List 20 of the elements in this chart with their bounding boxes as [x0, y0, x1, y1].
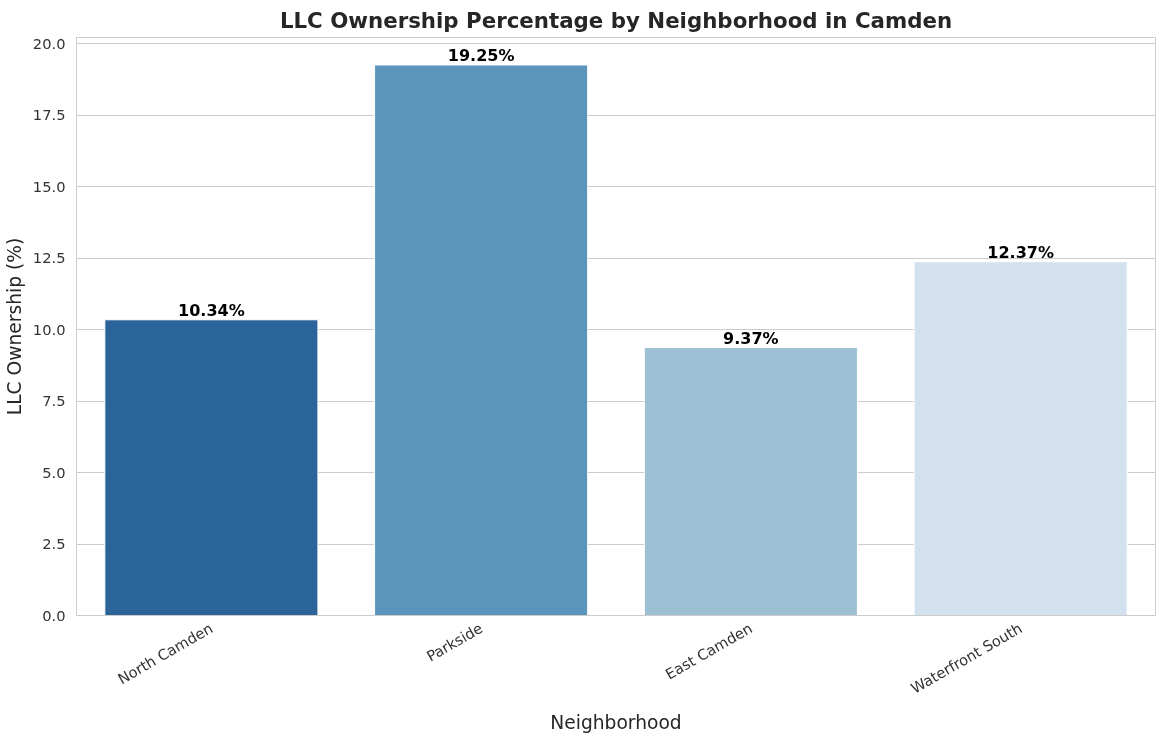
y-tick-label: 12.5: [32, 249, 66, 266]
data-label: 9.37%: [723, 328, 779, 348]
y-axis-title: LLC Ownership (%): [3, 237, 25, 416]
data-label: 12.37%: [987, 242, 1054, 262]
bar: [104, 319, 319, 616]
y-tick-label: 20.0: [32, 34, 66, 52]
bar: [913, 261, 1128, 616]
y-tick-label: 7.5: [42, 392, 66, 409]
y-tick-label: 17.5: [32, 106, 66, 124]
chart-title: LLC Ownership Percentage by Neighborhood in Camden: [279, 7, 953, 33]
y-tick-label: 15.0: [32, 177, 66, 195]
bar: [643, 347, 858, 616]
y-tick-label: 10.0: [32, 320, 66, 338]
y-tick-label: 0.0: [42, 606, 66, 624]
data-label: 19.25%: [447, 45, 515, 65]
data-label: 10.34%: [178, 300, 245, 320]
bar: [374, 64, 589, 616]
x-axis-title: Neighborhood: [550, 711, 682, 733]
y-tick-label: 2.5: [42, 535, 66, 552]
y-tick-label: 5.0: [42, 463, 66, 481]
